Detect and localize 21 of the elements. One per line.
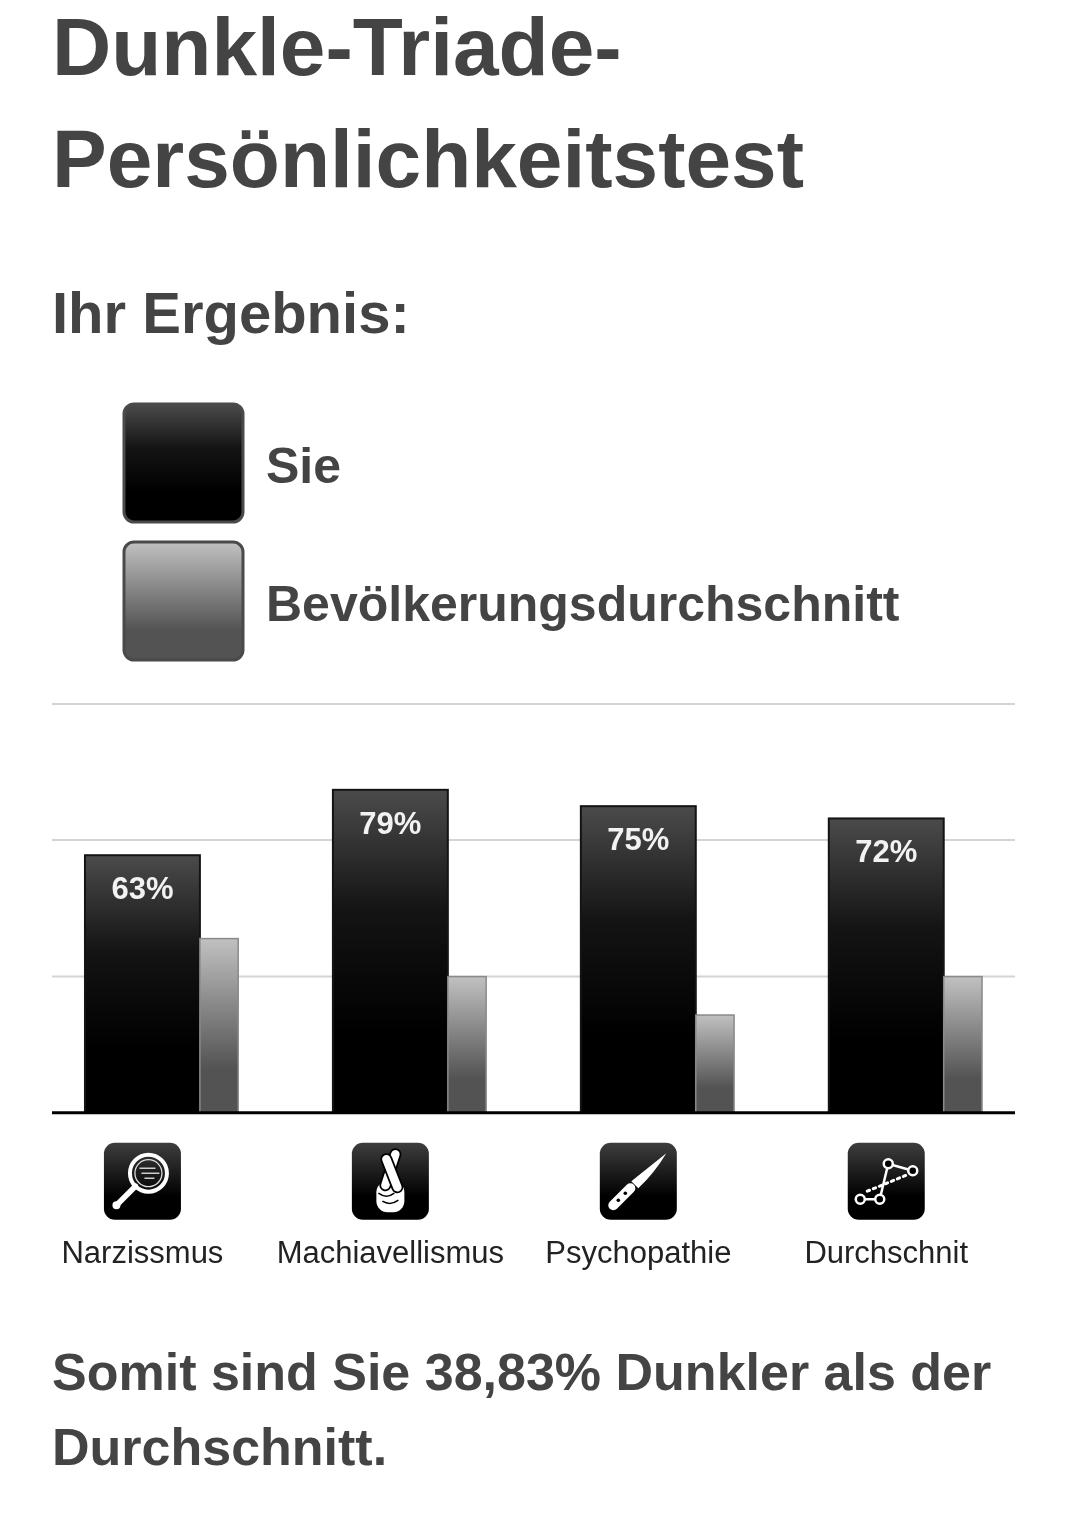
x-tick-label: Durchschnit (804, 1234, 969, 1270)
x-tick-label: Machiavellismus (276, 1234, 505, 1270)
data-label: 79% (359, 805, 422, 841)
data-label: 75% (607, 822, 670, 858)
x-tick-label: Narzissmus (61, 1234, 224, 1270)
bar (827, 817, 945, 1114)
bar (331, 788, 449, 1114)
legend-label: Sie (266, 438, 342, 494)
legend-label: Bevölkerungsdurchschnitt (266, 576, 900, 632)
data-label: 63% (111, 871, 174, 907)
chart-title: Dunkle-Triade-Persönlichkeitstest (52, 1, 804, 204)
bar (695, 1014, 735, 1114)
x-tick-label: Psychopathie (545, 1234, 732, 1270)
chart-subtitle: Ihr Ergebnis: (52, 280, 410, 345)
text: Somit sind Sie 38,83% Dunkler als der Durchschnitt. (52, 1342, 992, 1476)
bar (447, 975, 487, 1114)
data-label: 72% (855, 834, 918, 870)
bar (199, 937, 239, 1114)
bar (83, 854, 201, 1114)
bar (942, 975, 983, 1114)
bar (579, 805, 697, 1114)
